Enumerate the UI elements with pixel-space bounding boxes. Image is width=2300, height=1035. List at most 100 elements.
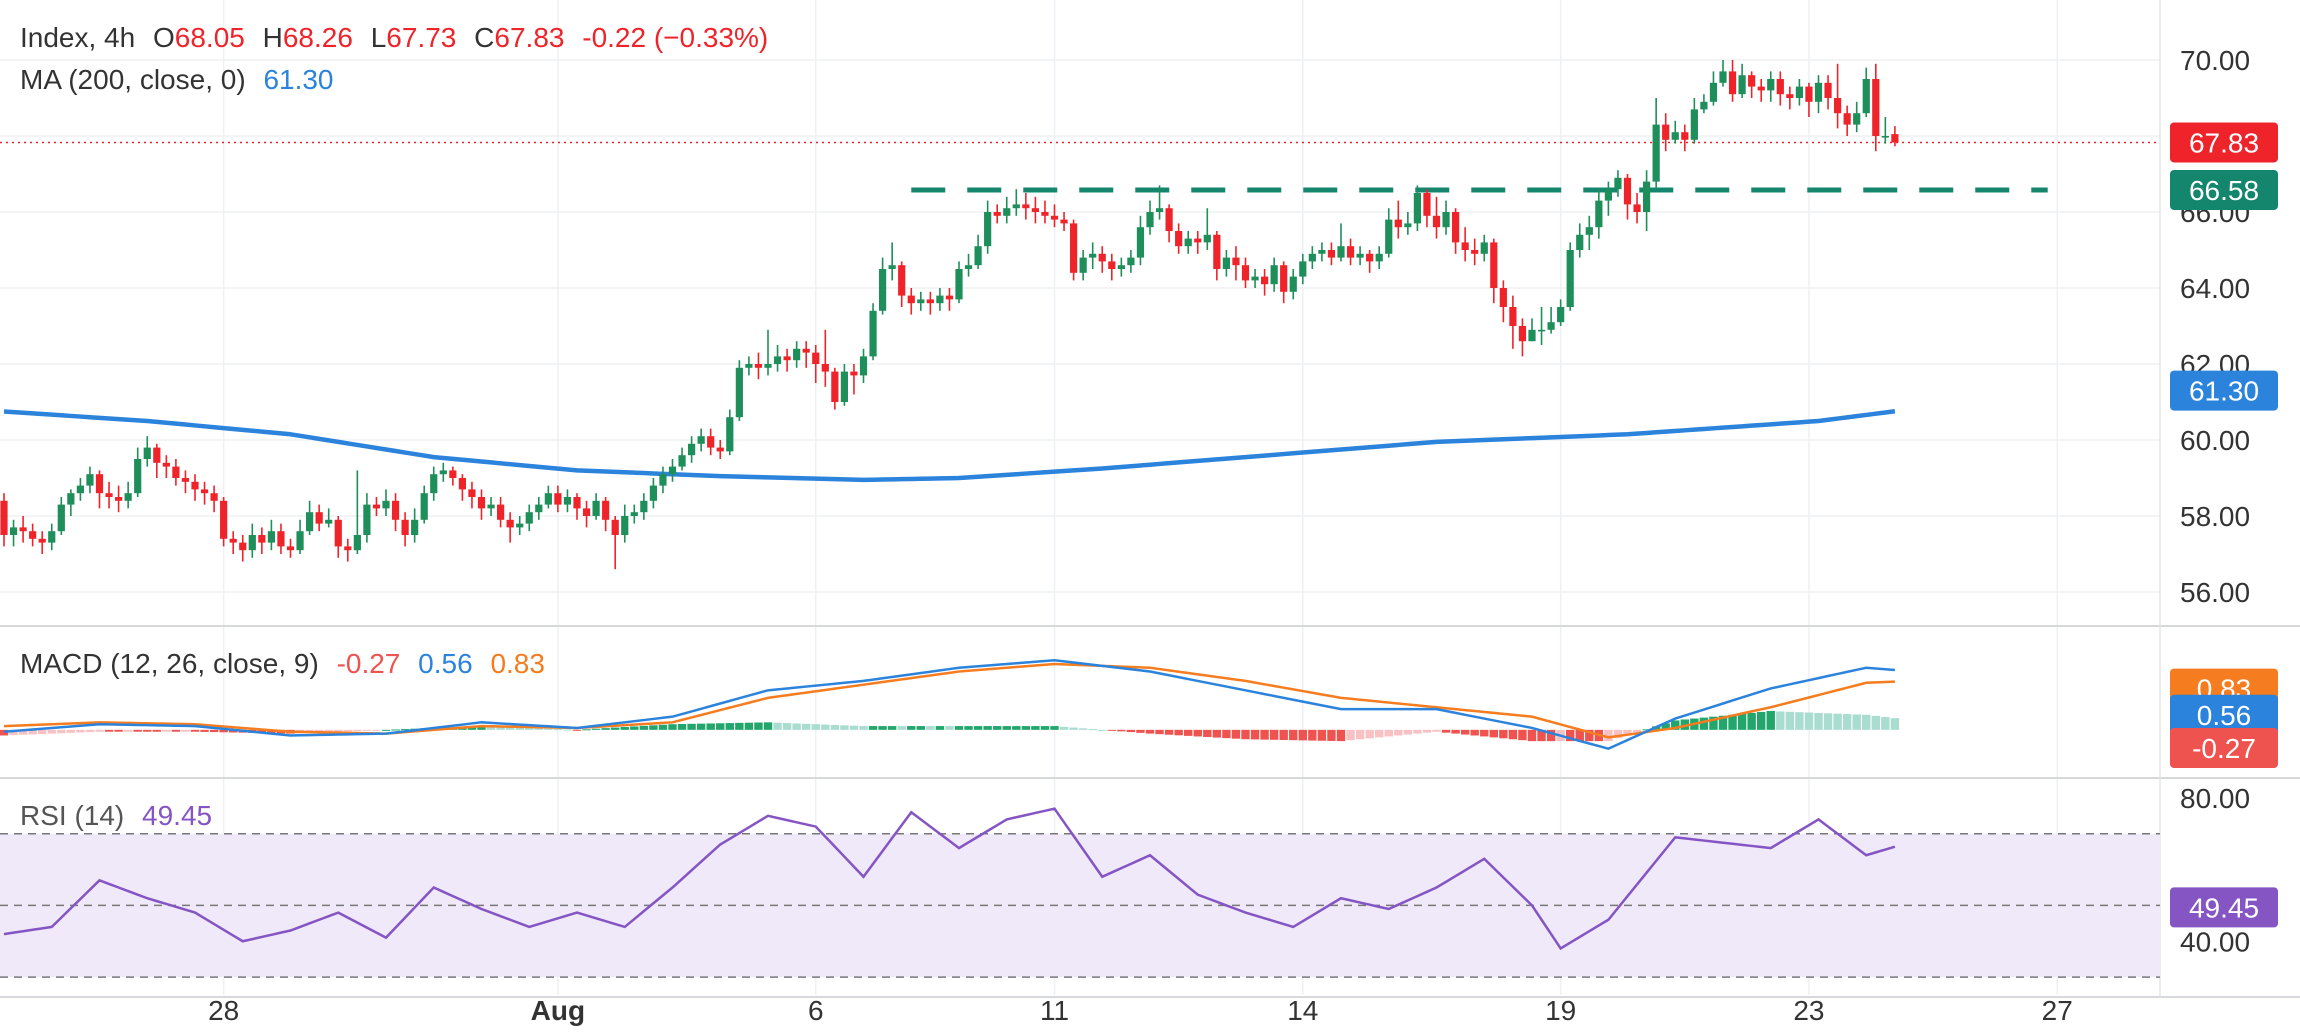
candle-body (678, 455, 686, 467)
macd-histogram-bar (1241, 729, 1250, 740)
macd-histogram-bar (1222, 729, 1231, 739)
macd-histogram-bar (1795, 712, 1804, 730)
candle-body (1471, 250, 1479, 254)
macd-legend-label: MACD (12, 26, close, 9) (20, 648, 319, 679)
macd-histogram-bar (1480, 729, 1489, 737)
candle-body (697, 436, 705, 444)
candle-body (926, 299, 934, 304)
candle-body (1327, 250, 1336, 258)
macd-histogram-bar (486, 726, 496, 730)
candle-body (821, 364, 829, 372)
candle-body (516, 523, 524, 528)
candle-body (1748, 75, 1756, 87)
candle-body (1633, 204, 1641, 212)
candle-body (458, 478, 466, 490)
macd-histogram-bar (983, 726, 992, 730)
candle-body (449, 470, 457, 478)
macd-histogram-bar (1737, 713, 1747, 730)
macd-histogram-bar (467, 726, 477, 730)
macd-histogram-bar (1757, 711, 1766, 730)
macd-histogram-bar (381, 729, 391, 731)
candle-body (296, 531, 304, 551)
macd-histogram-bar (1852, 714, 1861, 730)
macd-histogram-bar (1384, 729, 1393, 737)
macd-histogram-bar (267, 729, 276, 734)
macd-histogram-bar (639, 725, 649, 730)
candle-body (1261, 276, 1269, 285)
candle-body (286, 546, 295, 551)
x-tick-label: 19 (1545, 995, 1576, 1026)
candle-body (1604, 189, 1612, 201)
candle-body (573, 497, 581, 509)
candle-body (420, 493, 428, 520)
macd-histogram-bar (1814, 712, 1823, 730)
macd-histogram-bar (1012, 726, 1021, 730)
macd-histogram-bar (343, 729, 352, 732)
macd-histogram-bar (1804, 712, 1814, 730)
candle-body (1872, 79, 1880, 136)
candle-body (315, 512, 323, 524)
candle-body (1518, 326, 1527, 342)
candle-body (1700, 101, 1708, 110)
macd-histogram-bar (696, 723, 706, 730)
macd-histogram-bar (773, 722, 782, 730)
macd-histogram-bar (907, 726, 916, 730)
candle-body (1738, 75, 1746, 95)
candle-body (220, 500, 228, 539)
candle-body (1308, 253, 1316, 262)
badge-bg (2170, 887, 2278, 928)
macd-histogram-bar (601, 728, 610, 730)
candle-body (430, 474, 438, 494)
candle-body (1280, 265, 1288, 292)
ma200-line (3, 409, 1896, 483)
macd-histogram-bar (993, 726, 1002, 730)
macd-histogram-bar (916, 726, 925, 730)
macd-histogram-bar (954, 726, 964, 730)
macd-histogram-bar (353, 729, 362, 731)
candle-body (9, 527, 18, 535)
candle-body (1853, 113, 1861, 125)
candle-body (1337, 246, 1345, 258)
candle-body (726, 417, 734, 452)
candle-body (344, 546, 352, 551)
candle-body (1346, 246, 1355, 258)
rsi-legend-value: 49.45 (142, 800, 213, 831)
macd-histogram-bar (1403, 729, 1413, 735)
macd-histogram-bar (1059, 726, 1069, 730)
candle-body (1499, 288, 1507, 307)
candle-body (1690, 109, 1698, 140)
macd-histogram-bar (1184, 729, 1193, 736)
macd-badge: 0.56 (2170, 694, 2278, 735)
price-tick-label: 70.00 (2180, 45, 2250, 76)
candle-body (1442, 212, 1450, 228)
macd-histogram-bar (1308, 729, 1317, 741)
badge-bg (2170, 370, 2278, 411)
candle-body (783, 356, 791, 361)
macd-histogram-bar (887, 726, 897, 730)
rsi-legend: RSI (14) 49.45 (20, 800, 222, 832)
macd-histogram-bar (209, 729, 219, 733)
candle-body (879, 269, 887, 311)
macd-signal-line (3, 662, 1895, 739)
macd-histogram-bar (9, 729, 18, 736)
macd-histogram-bar (229, 729, 238, 733)
candle-body (1767, 79, 1775, 91)
x-tick-label: 27 (2042, 995, 2073, 1026)
macd-histogram-bar (1499, 729, 1508, 739)
candle-body (955, 269, 963, 300)
candle-body (1681, 132, 1689, 140)
macd-histogram-bar (840, 725, 849, 730)
candle-body (1566, 250, 1574, 307)
candle-body (86, 474, 94, 486)
candle-body (1299, 261, 1307, 277)
macd-histogram-bar (849, 725, 859, 730)
candle-body (1423, 193, 1431, 216)
macd-histogram-bar (1881, 717, 1890, 730)
macd-histogram-bar (754, 722, 763, 730)
candle-body (391, 500, 400, 520)
candle-body (200, 489, 209, 494)
candle-body (76, 485, 84, 494)
macd-histogram-bar (897, 726, 906, 730)
candle-body (563, 497, 572, 505)
candle-body (48, 531, 56, 543)
